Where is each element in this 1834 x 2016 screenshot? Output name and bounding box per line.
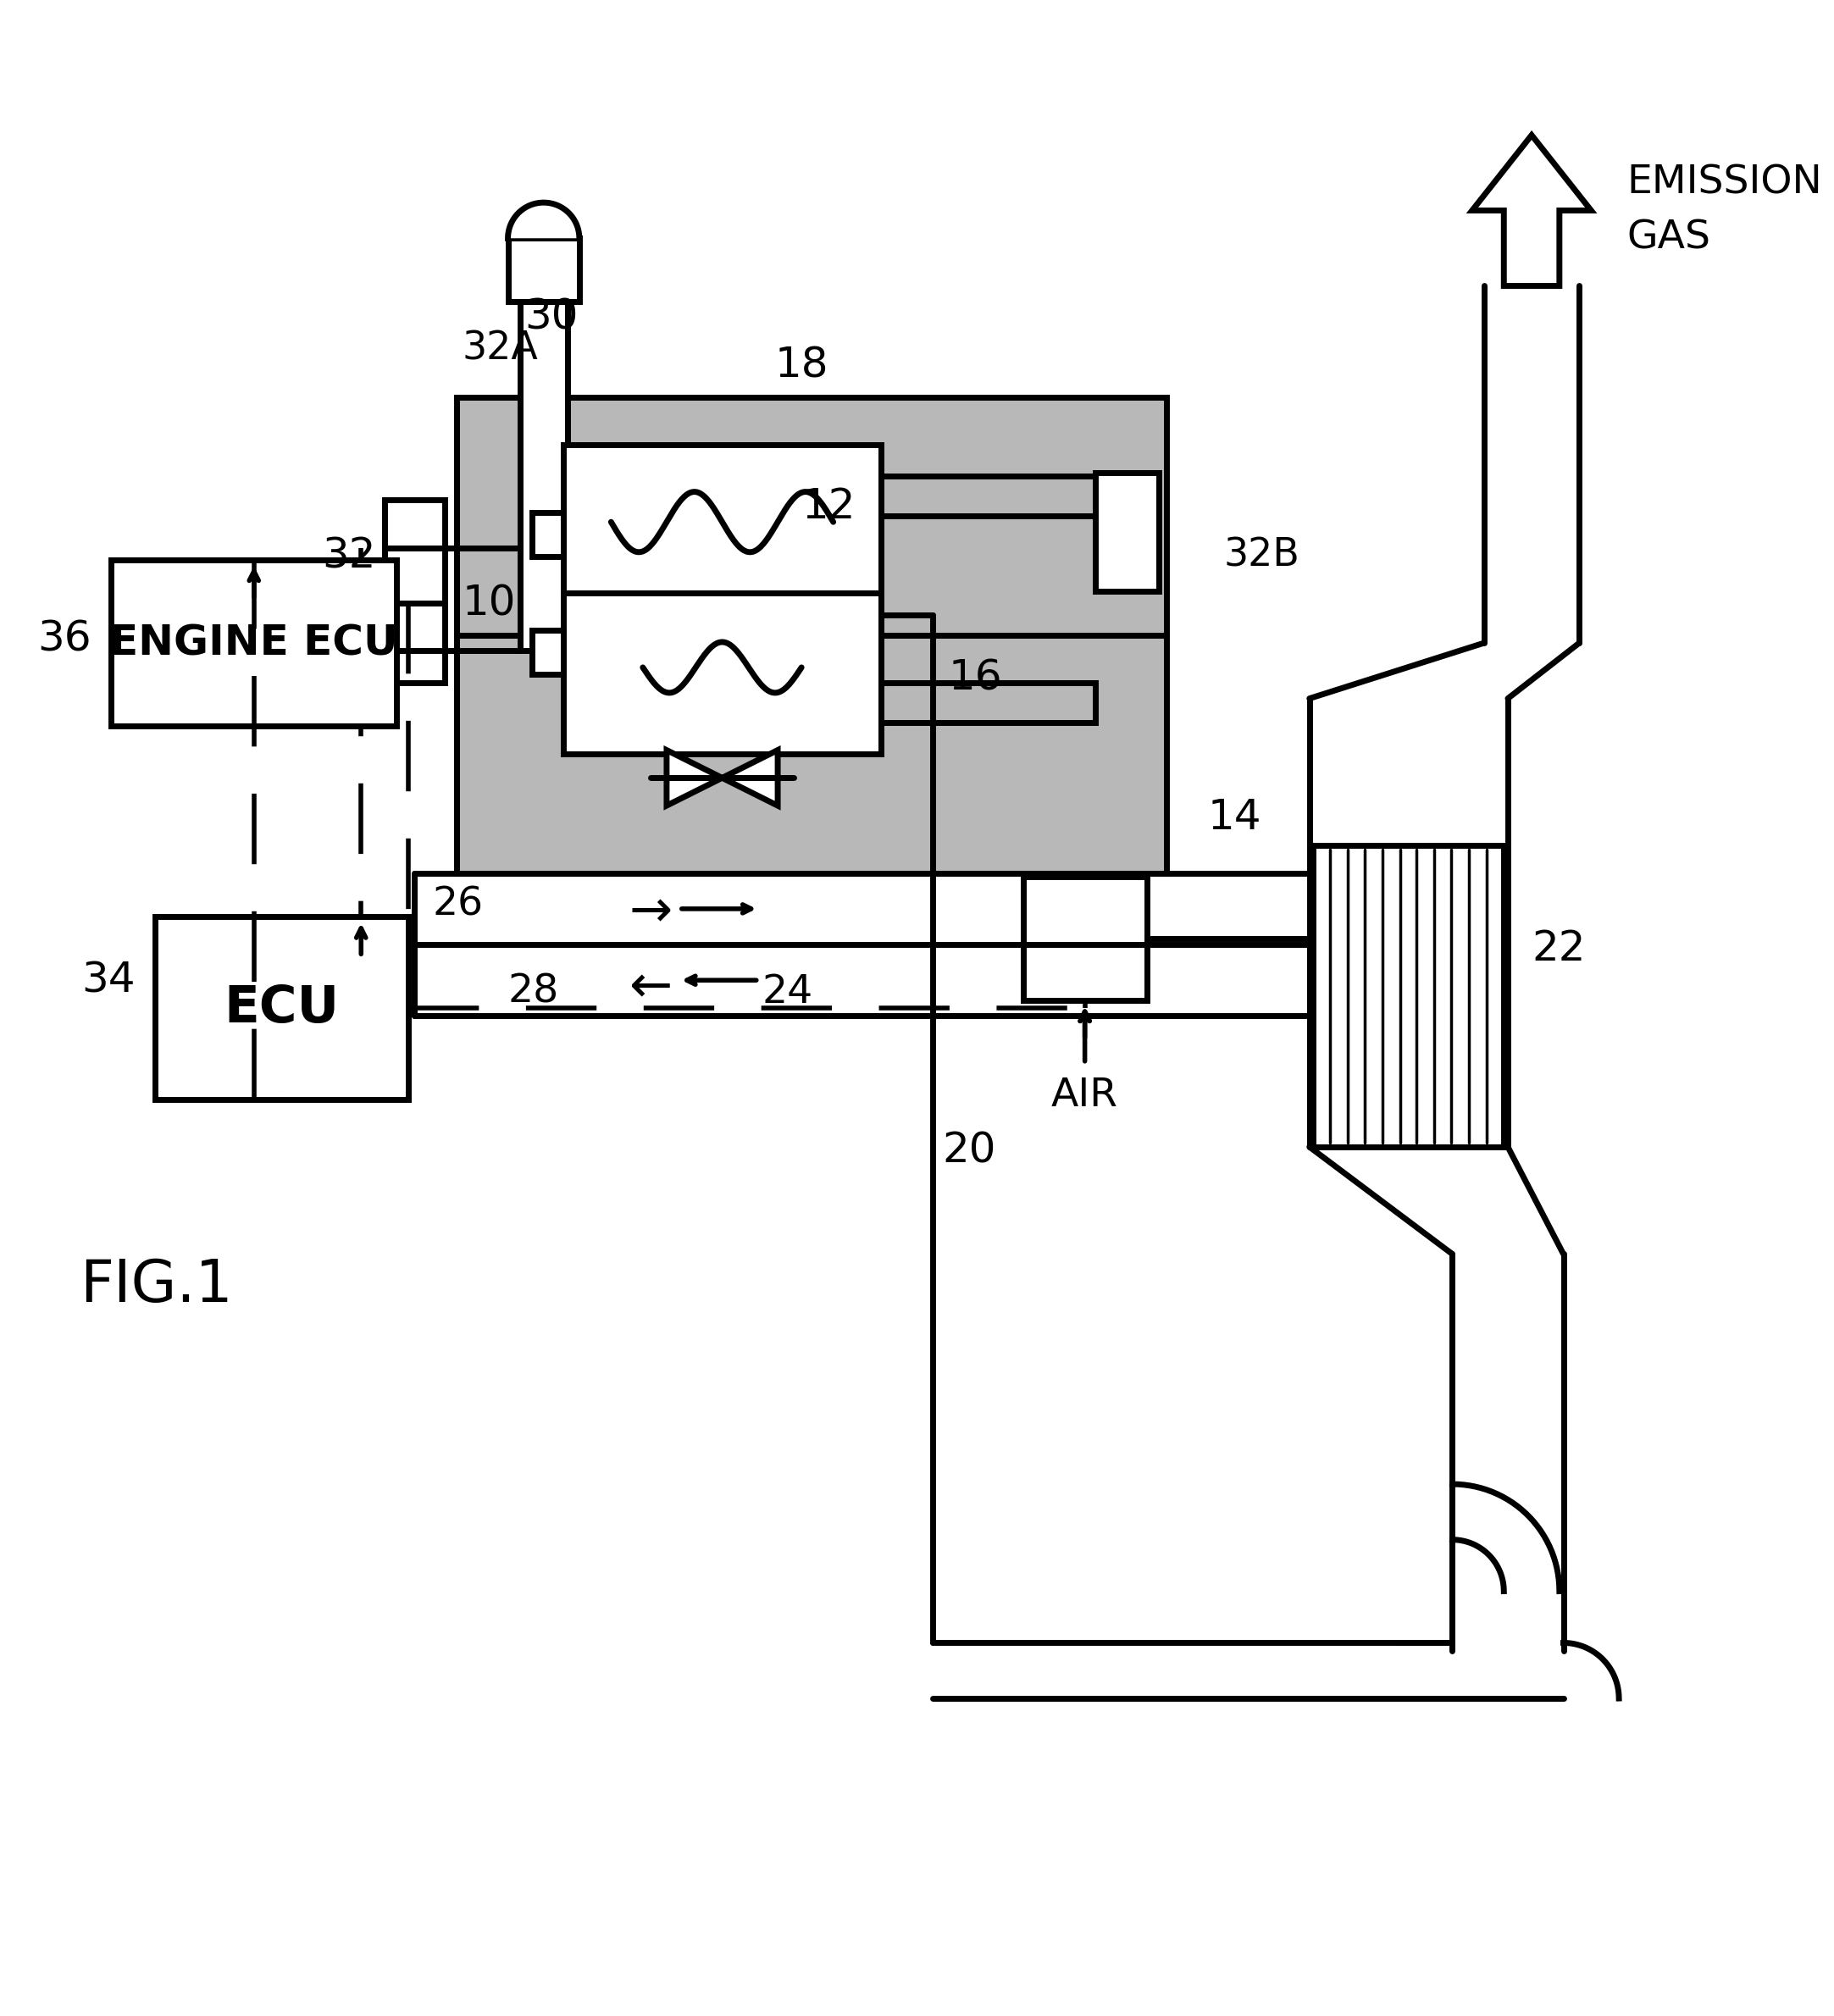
- Text: 18: 18: [774, 345, 829, 385]
- Polygon shape: [1473, 135, 1592, 286]
- Text: GAS: GAS: [1627, 220, 1711, 258]
- Text: 32A: 32A: [462, 331, 537, 369]
- Text: 30: 30: [525, 296, 578, 339]
- Text: 10: 10: [462, 583, 515, 623]
- Text: 16: 16: [948, 657, 1001, 700]
- Polygon shape: [723, 750, 778, 806]
- Bar: [580, 476, 1095, 516]
- Text: 32: 32: [323, 536, 376, 577]
- Bar: [563, 446, 880, 754]
- Text: 28: 28: [508, 974, 559, 1012]
- Text: →: →: [629, 887, 673, 937]
- Bar: [457, 397, 1166, 873]
- Bar: [532, 512, 563, 556]
- Text: 22: 22: [1531, 927, 1585, 970]
- Text: EMISSION: EMISSION: [1627, 163, 1823, 202]
- Text: 36: 36: [37, 619, 92, 659]
- Bar: [112, 560, 396, 726]
- Bar: [1095, 472, 1159, 591]
- Bar: [583, 480, 1091, 512]
- Bar: [532, 631, 563, 673]
- Bar: [580, 683, 1095, 722]
- Bar: [1313, 845, 1504, 1147]
- Text: 26: 26: [433, 885, 484, 923]
- Bar: [462, 403, 1161, 635]
- Bar: [385, 500, 444, 683]
- Bar: [508, 238, 580, 302]
- Text: AIR: AIR: [1051, 1077, 1119, 1115]
- Text: 34: 34: [81, 960, 136, 1000]
- Bar: [519, 302, 567, 651]
- Text: 24: 24: [761, 974, 812, 1012]
- Text: ECU: ECU: [224, 984, 339, 1032]
- Text: 12: 12: [801, 486, 855, 526]
- Bar: [154, 917, 409, 1099]
- Polygon shape: [666, 750, 723, 806]
- Bar: [1023, 877, 1146, 1000]
- Bar: [583, 687, 1091, 718]
- Text: FIG.1: FIG.1: [79, 1258, 233, 1314]
- Text: 32B: 32B: [1223, 536, 1300, 575]
- Text: ENGINE ECU: ENGINE ECU: [110, 623, 398, 663]
- Text: 20: 20: [943, 1131, 996, 1171]
- Text: ←: ←: [629, 964, 673, 1014]
- Text: 14: 14: [1209, 796, 1262, 839]
